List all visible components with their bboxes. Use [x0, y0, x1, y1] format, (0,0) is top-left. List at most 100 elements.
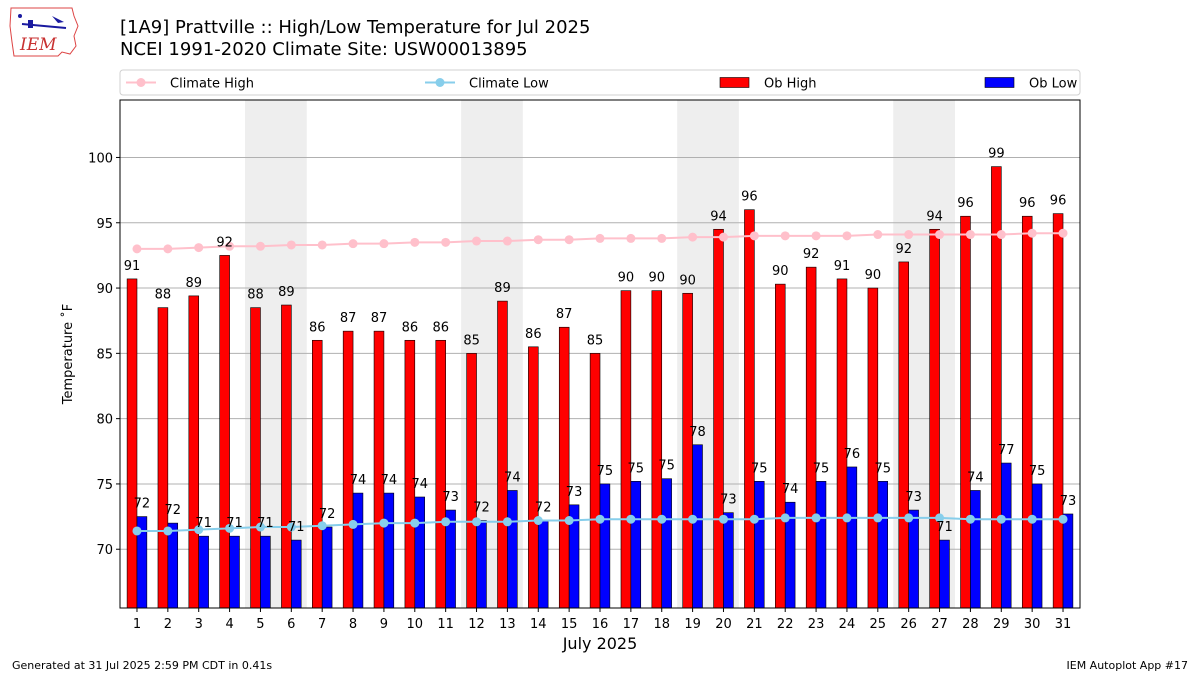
ob-low-label: 73: [442, 490, 459, 505]
ob-high-bar: [497, 300, 508, 609]
generated-timestamp: Generated at 31 Jul 2025 2:59 PM CDT in …: [12, 659, 273, 672]
ob-high-label: 87: [371, 311, 388, 326]
ob-low-bar: [383, 492, 395, 609]
x-tick-label: 30: [1024, 617, 1041, 632]
climate-high-point: [564, 235, 574, 245]
ob-high-bar: [620, 290, 632, 609]
ob-high-label: 88: [247, 288, 264, 303]
climate-high-point: [873, 230, 883, 240]
x-tick-label: 2: [164, 617, 172, 632]
ob-high-legend-swatch: [719, 77, 750, 88]
climate-low-point: [657, 514, 667, 524]
ob-low-label: 75: [813, 461, 830, 476]
ob-low-label: 77: [998, 443, 1015, 458]
ob-low-label: 75: [597, 464, 614, 479]
ob-low-label: 78: [689, 425, 706, 440]
ob-high-bar: [898, 261, 909, 609]
ob-high-bar: [466, 353, 477, 609]
x-tick-label: 23: [808, 617, 825, 632]
climate-low-point: [379, 518, 389, 528]
climate-low-point: [564, 516, 574, 526]
ob-high-label: 90: [865, 268, 882, 283]
ob-high-label: 90: [772, 264, 789, 279]
x-axis-label: July 2025: [562, 634, 638, 653]
y-tick-label: 100: [88, 151, 113, 166]
climate-high-point: [595, 233, 605, 243]
climate-high-point: [935, 230, 945, 240]
climate-low-point: [317, 521, 327, 531]
x-tick-label: 12: [468, 617, 485, 632]
ob-high-label: 96: [1050, 194, 1067, 209]
climate-low-point: [1027, 514, 1037, 524]
y-tick-label: 80: [96, 413, 113, 428]
y-axis-label: Temperature ˚F: [60, 304, 76, 405]
ob-low-label: 76: [844, 447, 861, 462]
climate-low-point: [441, 517, 451, 527]
climate-low-point: [410, 518, 420, 528]
ob-high-label: 96: [957, 196, 974, 211]
climate-high-point: [996, 230, 1006, 240]
ob-high-bar: [312, 339, 323, 609]
ob-high-label: 99: [988, 147, 1005, 162]
climate-high-point: [194, 243, 204, 253]
ob-low-bar: [970, 490, 981, 609]
ob-high-legend-label: Ob High: [764, 77, 817, 92]
chart-subtitle: NCEI 1991-2020 Climate Site: USW00013895: [120, 39, 528, 60]
climate-high-point: [472, 236, 482, 246]
ob-low-bar: [229, 535, 240, 609]
ob-low-label: 72: [134, 497, 151, 512]
climate-low-point: [132, 526, 142, 536]
ob-high-bar: [250, 307, 261, 609]
x-tick-label: 11: [437, 617, 454, 632]
climate-high-point: [626, 233, 636, 243]
climate-high-point: [317, 240, 327, 250]
x-tick-label: 10: [407, 617, 424, 632]
ob-low-bar: [537, 520, 549, 609]
climate-high-point: [286, 240, 296, 250]
climate-low-point: [904, 513, 914, 523]
climate-low-point: [348, 519, 358, 529]
climate-high-point: [749, 231, 759, 241]
x-tick-label: 5: [256, 617, 264, 632]
climate-high-point: [441, 237, 451, 247]
ob-low-legend-label: Ob Low: [1029, 77, 1078, 92]
ob-low-bar: [877, 481, 888, 609]
climate-low-point: [286, 522, 296, 532]
ob-low-label: 71: [257, 516, 274, 531]
climate-low-point: [595, 514, 605, 524]
ob-high-label: 90: [649, 271, 666, 286]
ob-high-label: 90: [679, 273, 696, 288]
climate-low-point: [1058, 514, 1068, 524]
climate-low-point: [255, 522, 265, 532]
x-tick-label: 24: [839, 617, 856, 632]
ob-low-bar: [846, 466, 858, 609]
ob-low-bar: [692, 444, 703, 609]
ob-low-bar: [198, 535, 209, 609]
climate-low-point: [842, 513, 852, 523]
ob-low-legend-swatch: [984, 77, 1015, 88]
climate-low-point: [225, 523, 235, 533]
climate-high-point: [842, 231, 852, 241]
x-tick-label: 25: [870, 617, 887, 632]
climate-low-legend-marker: [435, 78, 445, 87]
climate-high-point: [965, 230, 975, 240]
ob-high-bar: [188, 295, 200, 609]
climate-high-legend-label: Climate High: [170, 77, 254, 92]
x-tick-label: 31: [1055, 617, 1072, 632]
x-tick-label: 15: [561, 617, 578, 632]
y-tick-label: 90: [96, 282, 113, 297]
x-tick-label: 27: [931, 617, 948, 632]
ob-low-label: 73: [1060, 494, 1077, 509]
climate-high-legend-marker: [136, 78, 146, 87]
ob-low-bar: [1062, 513, 1074, 609]
ob-high-bar: [1021, 215, 1033, 609]
ob-low-label: 73: [720, 493, 737, 508]
ob-low-label: 73: [905, 490, 922, 505]
ob-low-label: 74: [782, 482, 799, 497]
climate-low-point: [718, 514, 728, 524]
ob-high-label: 92: [216, 235, 233, 250]
ob-high-label: 94: [710, 209, 727, 224]
climate-low-point: [626, 514, 636, 524]
climate-low-point: [873, 513, 883, 523]
ob-low-bar: [815, 481, 827, 609]
